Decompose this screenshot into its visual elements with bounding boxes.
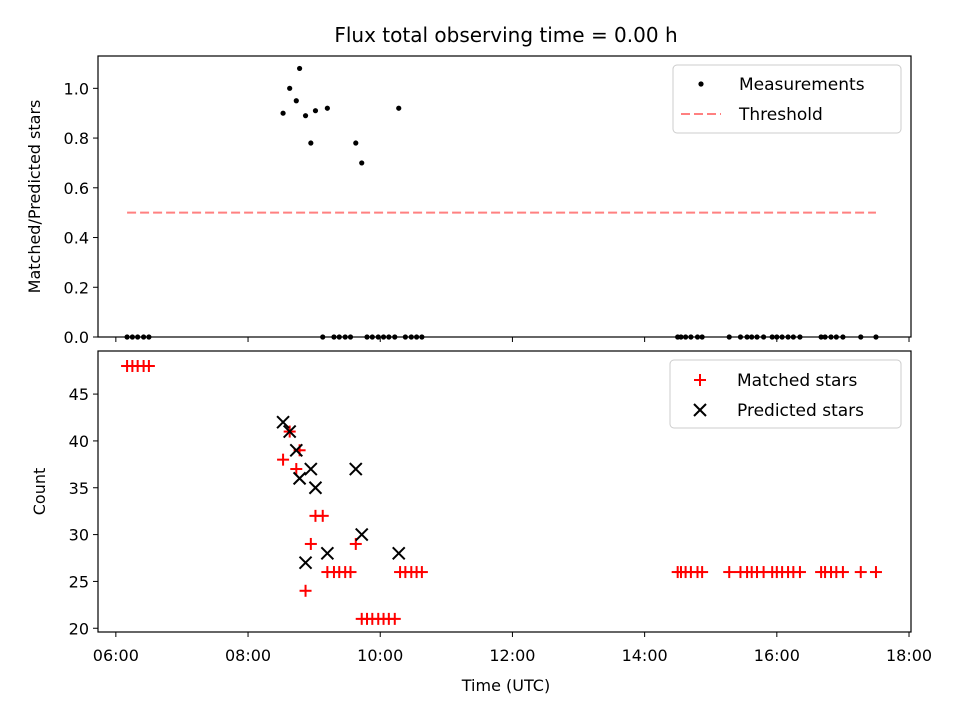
matched-star-point xyxy=(290,463,303,476)
top-legend: Measurements Threshold xyxy=(672,64,902,134)
measurement-point xyxy=(308,140,314,146)
x-tick-label: 16:00 xyxy=(754,646,800,665)
predicted-star-b xyxy=(282,424,297,439)
x-tick-label: 12:00 xyxy=(489,646,535,665)
bottom-y-axis-label: Count xyxy=(30,468,49,516)
bottom-y-tick-label: 20 xyxy=(69,619,89,638)
legend-predicted-label: Predicted stars xyxy=(737,401,864,421)
predicted-star-point xyxy=(308,481,323,495)
x-tick-label: 14:00 xyxy=(622,646,668,665)
predicted-star-b xyxy=(320,546,335,561)
matched-star-point xyxy=(299,584,312,597)
top-y-tick-label: 0.0 xyxy=(64,328,89,347)
matched-star-point xyxy=(142,359,155,372)
legend-threshold-label: Threshold xyxy=(738,105,823,125)
predicted-star-b xyxy=(289,443,303,457)
predicted-star-b xyxy=(349,462,363,476)
top-plot: 0.0 0.2 0.4 0.6 0.8 1.0 Matched/Predicted sta… xyxy=(25,55,912,347)
bottom-y-tick-label: 30 xyxy=(69,526,89,545)
x-tick-label: 08:00 xyxy=(225,646,271,665)
legend-predicted-marker xyxy=(693,403,707,417)
top-y-tick-label: 0.2 xyxy=(64,278,89,297)
predicted-star-point xyxy=(304,462,318,476)
x-axis-label: Time (UTC) xyxy=(461,676,550,695)
bottom-legend-box xyxy=(669,359,902,429)
measurement-point xyxy=(287,85,293,91)
matched-star-point xyxy=(793,566,806,579)
matched-star-point xyxy=(696,566,709,579)
measurement-point xyxy=(324,105,330,111)
bottom-x-axis: 06:00 08:00 10:00 12:00 14:00 16:00 18:00 xyxy=(93,632,932,665)
measurement-point xyxy=(353,140,359,146)
top-chart-title: Flux total observing time = 0.00 h xyxy=(334,23,677,47)
predicted-star-point xyxy=(355,527,369,542)
predicted-star-point xyxy=(298,555,313,570)
x-tick-label: 18:00 xyxy=(886,646,932,665)
predicted-star-point xyxy=(289,443,303,457)
top-y-tick-label: 0.4 xyxy=(64,229,89,248)
matched-star-point xyxy=(854,566,867,579)
measurement-point xyxy=(293,98,299,104)
measurement-point xyxy=(296,65,303,72)
matched-star-point xyxy=(723,566,736,579)
measurement-point xyxy=(302,113,309,119)
predicted-star-point xyxy=(292,471,307,486)
matched-star-point xyxy=(388,612,401,625)
measurement-point xyxy=(396,105,402,111)
predicted-star-b xyxy=(392,546,406,561)
top-y-tick-label: 0.8 xyxy=(64,129,89,148)
predicted-star-point xyxy=(392,546,406,561)
bottom-plot-frame xyxy=(97,350,912,633)
predicted-star-b xyxy=(298,555,313,570)
top-y-tick-label: 1.0 xyxy=(64,79,89,98)
x-tick-label: 10:00 xyxy=(357,646,403,665)
bottom-y-axis: 20 25 30 35 40 45 xyxy=(69,385,98,638)
legend-matched-marker xyxy=(694,374,706,386)
bottom-plot-marks xyxy=(121,359,882,625)
bottom-y-tick-label: 45 xyxy=(69,385,89,404)
predicted-star-point xyxy=(276,415,290,429)
matched-star-point xyxy=(836,566,849,579)
bottom-y-tick-label: 35 xyxy=(69,479,89,498)
x-tick-label: 06:00 xyxy=(93,646,139,665)
measurement-point xyxy=(280,110,286,116)
legend-measurements-marker xyxy=(698,81,704,87)
predicted-star-point xyxy=(320,546,335,561)
matched-star-point xyxy=(304,537,317,550)
predicted-star-point xyxy=(349,462,363,476)
top-y-tick-label: 0.6 xyxy=(64,179,89,198)
matched-star-point xyxy=(415,566,428,579)
bottom-legend: Matched stars Predicted stars xyxy=(669,359,902,429)
predicted-star-b xyxy=(308,481,323,495)
top-y-axis: 0.0 0.2 0.4 0.6 0.8 1.0 xyxy=(64,79,98,347)
predicted-star-point xyxy=(282,424,297,439)
predicted-star-b xyxy=(292,471,307,486)
predicted-star-b xyxy=(355,527,369,542)
top-plot-frame xyxy=(97,55,912,338)
matched-star-point xyxy=(316,509,329,522)
bottom-plot: 20 25 30 35 40 45 06:00 08:00 10:00 12:00 14:00 16… xyxy=(30,350,932,695)
legend-matched-label: Matched stars xyxy=(737,371,857,391)
top-x-axis-ticks xyxy=(115,337,910,342)
top-legend-box xyxy=(672,64,902,134)
bottom-y-tick-label: 25 xyxy=(69,572,89,591)
predicted-star-b xyxy=(304,462,318,476)
predicted-star-b xyxy=(276,415,290,429)
matched-star-point xyxy=(869,566,882,579)
bottom-y-tick-label: 40 xyxy=(69,432,89,451)
matched-star-point xyxy=(277,453,290,466)
measurement-point xyxy=(312,108,319,114)
measurement-point xyxy=(359,160,365,166)
legend-measurements-label: Measurements xyxy=(739,75,865,95)
top-y-axis-label: Matched/Predicted stars xyxy=(25,100,44,294)
matched-star-point xyxy=(344,566,357,579)
